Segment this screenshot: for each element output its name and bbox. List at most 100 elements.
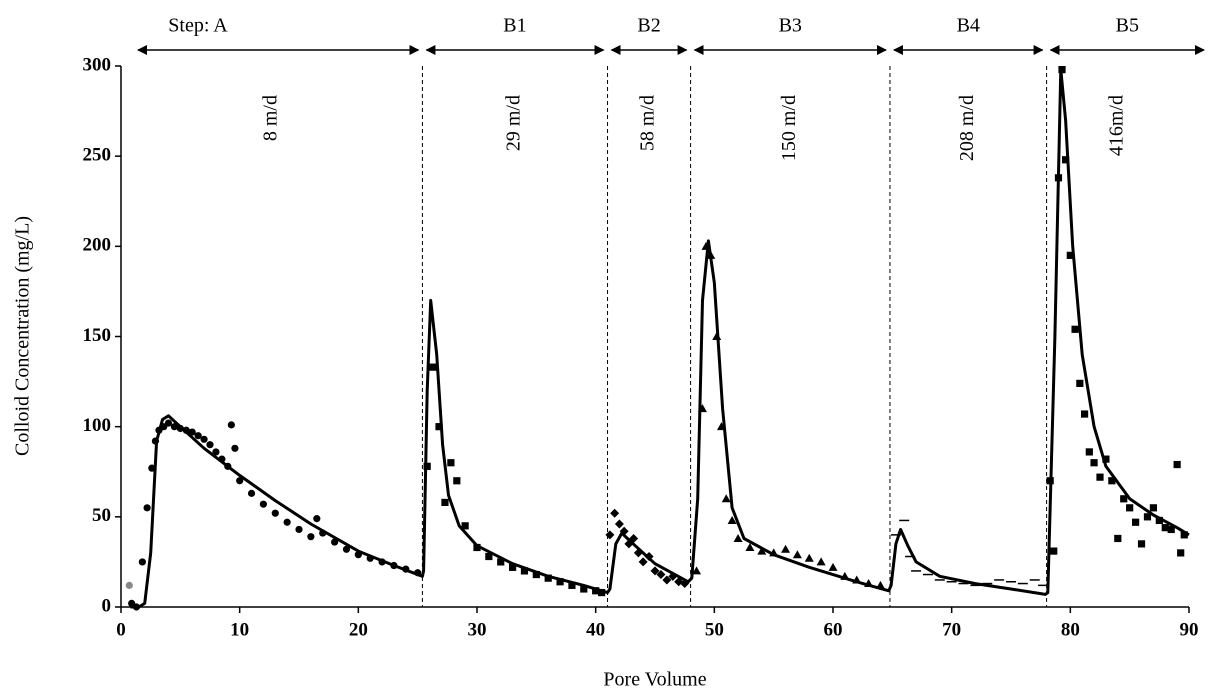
data-point — [194, 432, 202, 440]
data-point — [1085, 448, 1093, 456]
data-point — [605, 530, 615, 540]
data-point — [733, 533, 743, 542]
data-point — [757, 546, 767, 555]
step-rate: 208 m/d — [956, 95, 978, 161]
y-tick-label: 150 — [83, 325, 112, 346]
data-point — [1090, 459, 1098, 467]
x-tick-label: 30 — [468, 619, 487, 640]
data-point — [598, 588, 606, 597]
data-point — [1161, 524, 1169, 532]
data-point — [1177, 549, 1185, 557]
data-point — [721, 494, 731, 503]
data-point — [200, 435, 208, 443]
data-point — [447, 459, 455, 467]
data-point — [650, 566, 660, 576]
data-point — [568, 581, 576, 589]
data-point — [1066, 251, 1074, 259]
data-point — [125, 581, 133, 589]
data-point — [1132, 518, 1140, 526]
data-point — [1120, 495, 1128, 503]
data-point — [614, 519, 624, 529]
data-point — [435, 423, 443, 431]
data-point — [247, 489, 256, 497]
data-point — [1126, 504, 1134, 512]
step-label: B1 — [503, 15, 526, 37]
x-tick-label: 0 — [116, 619, 126, 640]
step-rate: 150 m/d — [778, 95, 800, 161]
y-tick-label: 300 — [83, 54, 112, 75]
data-point — [1180, 531, 1188, 539]
model-curve — [130, 68, 1190, 609]
x-tick-label: 60 — [824, 619, 843, 640]
data-point — [1167, 525, 1175, 534]
data-point — [143, 504, 151, 512]
data-point — [453, 477, 461, 485]
data-point — [313, 515, 321, 523]
x-tick-label: 40 — [586, 619, 605, 640]
x-axis-title: Pore Volume — [603, 669, 706, 691]
data-point — [295, 525, 303, 534]
x-tick-label: 80 — [1061, 619, 1080, 640]
x-tick-label: 90 — [1180, 619, 1199, 640]
data-point — [828, 562, 838, 571]
data-point — [556, 578, 564, 586]
x-tick-label: 70 — [942, 619, 961, 640]
data-point — [1071, 325, 1079, 333]
step-rate: 58 m/d — [637, 95, 659, 151]
data-point — [532, 570, 540, 579]
data-point — [212, 448, 220, 456]
x-tick-label: 10 — [230, 619, 249, 640]
data-point — [1114, 534, 1122, 543]
step-rate: 29 m/d — [503, 95, 525, 151]
data-point — [461, 522, 469, 530]
step-rate: 416m/d — [1105, 95, 1127, 156]
data-point — [816, 557, 826, 566]
data-point — [692, 566, 702, 575]
step-label: B3 — [779, 15, 802, 37]
data-point — [1050, 547, 1058, 555]
data-point — [429, 363, 437, 371]
data-point — [271, 509, 279, 517]
step-label: Step: A — [168, 15, 228, 37]
y-tick-label: 200 — [83, 235, 112, 256]
data-point — [1149, 504, 1157, 512]
data-point — [259, 500, 267, 508]
data-point — [497, 558, 505, 566]
step-label: B2 — [637, 15, 660, 37]
y-tick-label: 250 — [83, 145, 112, 166]
data-point — [544, 574, 552, 582]
data-point — [1143, 513, 1152, 521]
data-point — [1076, 379, 1084, 387]
data-point — [610, 508, 620, 518]
data-point — [638, 557, 648, 567]
data-point — [745, 542, 755, 551]
x-tick-label: 50 — [705, 619, 724, 640]
data-point — [1080, 410, 1089, 418]
data-point — [485, 552, 493, 561]
step-label: B5 — [1116, 15, 1139, 37]
y-axis-title: Colloid Concentration (mg/L) — [12, 216, 34, 456]
data-point — [1137, 540, 1146, 548]
data-point — [1173, 460, 1181, 469]
data-point — [592, 587, 600, 595]
data-point — [520, 567, 529, 575]
data-point — [656, 570, 666, 580]
data-point — [792, 550, 802, 559]
step-rate: 8 m/d — [259, 95, 281, 141]
data-point — [509, 563, 517, 571]
data-point — [283, 518, 291, 526]
data-point — [231, 444, 239, 452]
data-point — [227, 421, 235, 429]
data-point — [580, 585, 588, 593]
data-point — [206, 441, 214, 449]
data-point — [1096, 473, 1104, 481]
data-point — [1061, 156, 1070, 164]
data-point — [1155, 516, 1163, 525]
data-point — [727, 515, 737, 524]
data-point — [781, 544, 791, 553]
y-tick-label: 0 — [102, 595, 112, 616]
data-point — [804, 553, 814, 562]
data-point — [342, 545, 351, 553]
data-point — [662, 575, 672, 585]
